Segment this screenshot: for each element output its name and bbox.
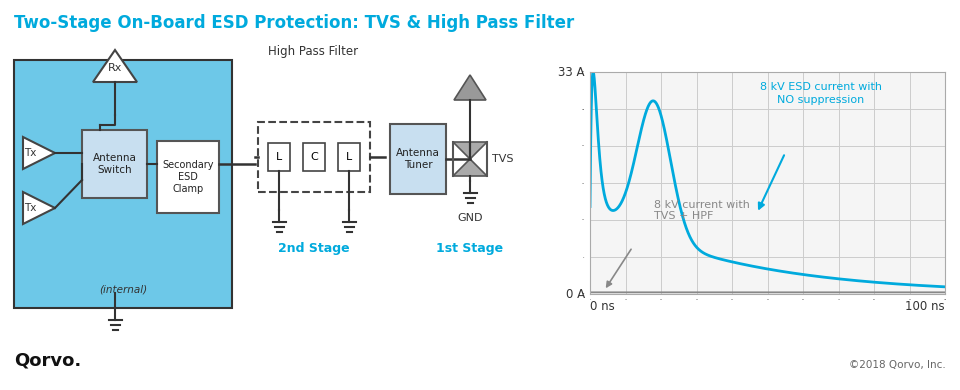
Text: 2nd Stage: 2nd Stage [278,242,349,255]
Text: (internal): (internal) [99,284,147,294]
Polygon shape [453,159,487,176]
Polygon shape [454,75,486,100]
Polygon shape [23,137,55,169]
Text: C: C [310,152,318,162]
Text: Rx: Rx [108,63,122,73]
Text: Two-Stage On-Board ESD Protection: TVS & High Pass Filter: Two-Stage On-Board ESD Protection: TVS &… [14,14,574,32]
FancyBboxPatch shape [14,60,232,308]
Text: L: L [276,152,282,162]
Text: Antenna
Tuner: Antenna Tuner [396,148,440,170]
Text: 1st Stage: 1st Stage [437,242,504,255]
Text: 8 kV current with
TVS + HPF: 8 kV current with TVS + HPF [654,200,750,222]
FancyBboxPatch shape [157,141,219,213]
Text: 0 ns: 0 ns [590,300,614,313]
Polygon shape [23,192,55,224]
Text: 0 A: 0 A [565,287,585,301]
Text: Tx: Tx [24,203,36,213]
FancyBboxPatch shape [82,130,147,198]
Polygon shape [93,50,137,82]
FancyBboxPatch shape [390,124,446,194]
FancyBboxPatch shape [303,143,325,171]
Text: Secondary
ESD
Clamp: Secondary ESD Clamp [162,160,214,193]
Text: ©2018 Qorvo, Inc.: ©2018 Qorvo, Inc. [850,360,946,370]
Text: 33 A: 33 A [559,66,585,78]
Text: Antenna
Switch: Antenna Switch [92,153,136,175]
Text: GND: GND [457,213,483,223]
Text: High Pass Filter: High Pass Filter [268,45,358,58]
Text: 8 kV ESD current with
NO suppression: 8 kV ESD current with NO suppression [759,82,881,105]
Polygon shape [453,142,487,159]
Text: 100 ns: 100 ns [905,300,945,313]
Text: TVS: TVS [492,154,514,164]
Text: Qorvo.: Qorvo. [14,352,82,370]
FancyBboxPatch shape [338,143,360,171]
FancyBboxPatch shape [268,143,290,171]
Text: L: L [346,152,352,162]
Text: Tx: Tx [24,148,36,158]
